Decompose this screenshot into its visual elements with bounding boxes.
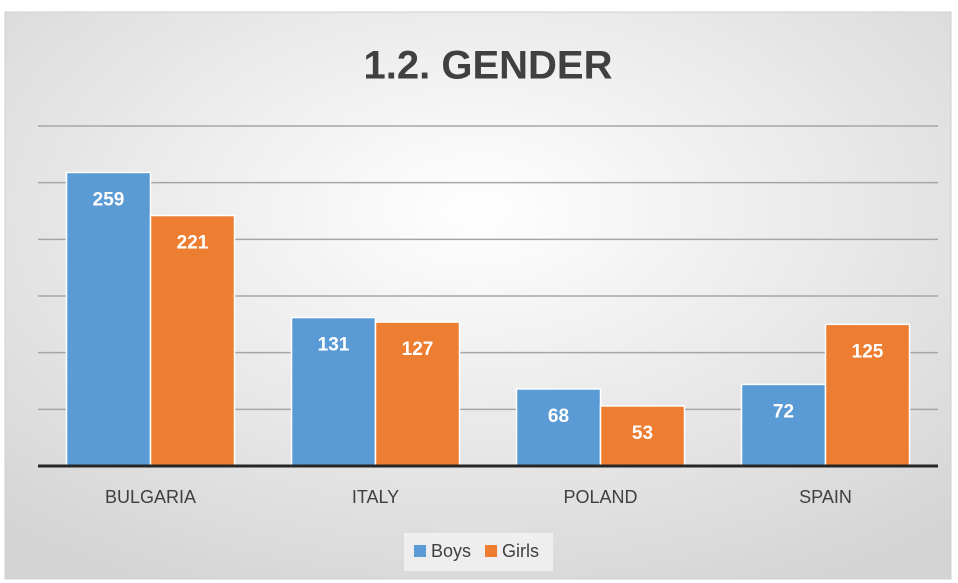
data-label: 127 <box>402 339 434 360</box>
legend-box <box>404 533 554 571</box>
legend-swatch <box>414 545 426 557</box>
bar <box>65 171 152 467</box>
chart-title: 1.2. GENDER <box>364 44 613 88</box>
data-label: 53 <box>632 423 653 444</box>
bar <box>599 405 686 467</box>
x-tick-label: BULGARIA <box>105 487 196 507</box>
bar <box>740 383 827 467</box>
legend-swatch <box>485 545 498 557</box>
legend-label: Boys <box>431 541 471 561</box>
bar <box>149 214 236 467</box>
bar <box>824 323 911 467</box>
x-tick-label: ITALY <box>352 487 399 507</box>
data-label: 72 <box>773 401 794 422</box>
x-tick-label: POLAND <box>563 487 637 507</box>
legend-label: Girls <box>502 541 539 561</box>
x-tick-label: SPAIN <box>799 487 852 507</box>
data-label: 68 <box>548 406 569 427</box>
data-label: 259 <box>93 189 125 210</box>
data-label: 131 <box>318 335 350 356</box>
data-label: 125 <box>852 341 884 362</box>
bar <box>515 388 602 467</box>
bar <box>290 316 377 467</box>
data-label: 221 <box>177 233 209 254</box>
bar <box>374 321 461 467</box>
